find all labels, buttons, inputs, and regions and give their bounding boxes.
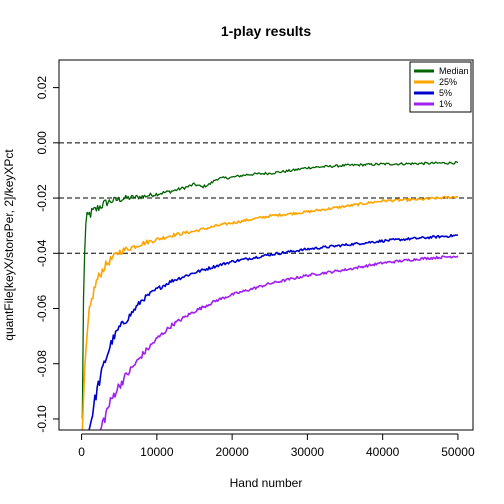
y-tick-label: -0.08 xyxy=(35,350,49,378)
chart-title: 1-play results xyxy=(221,23,311,39)
y-axis-label: quantFile[keyX/storePer, 2]/keyXPct xyxy=(2,149,16,341)
y-tick-label: -0.06 xyxy=(35,295,49,323)
legend-label: 5% xyxy=(439,88,452,98)
x-tick-label: 40000 xyxy=(366,445,400,459)
series-line-5pct xyxy=(88,233,459,430)
legend-label: Median xyxy=(439,66,469,76)
reference-lines xyxy=(59,142,473,254)
x-tick-label: 30000 xyxy=(291,445,325,459)
series-line-25pct xyxy=(81,195,458,430)
y-tick-label: -0.02 xyxy=(35,184,49,212)
legend-label: 1% xyxy=(439,99,452,109)
y-tick-label: -0.04 xyxy=(35,239,49,267)
series-line-median xyxy=(81,160,459,419)
x-axis: 0 10000 20000 30000 40000 50000 xyxy=(78,433,475,459)
y-tick-label: -0.10 xyxy=(35,405,49,433)
y-axis: -0.10 -0.08 -0.06 -0.04 -0.02 0.00 0.02 xyxy=(35,76,59,433)
series-layer xyxy=(81,160,459,430)
series-line-1pct xyxy=(99,255,459,430)
x-tick-label: 0 xyxy=(78,445,85,459)
x-axis-label: Hand number xyxy=(230,476,303,490)
plot-frame xyxy=(58,59,474,431)
x-tick-label: 50000 xyxy=(441,445,475,459)
y-tick-label: 0.02 xyxy=(35,76,49,100)
x-tick-label: 10000 xyxy=(140,445,174,459)
y-tick-label: 0.00 xyxy=(35,131,49,155)
legend-label: 25% xyxy=(439,77,457,87)
x-tick-label: 20000 xyxy=(215,445,249,459)
